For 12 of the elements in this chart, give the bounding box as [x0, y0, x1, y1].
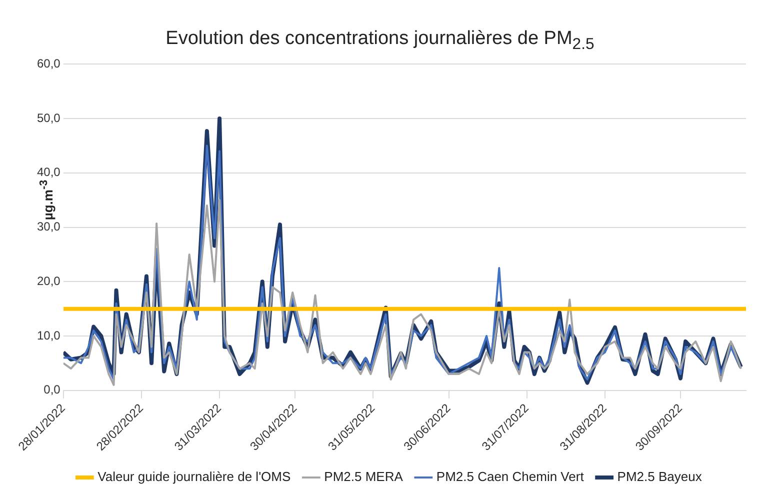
y-tick-label: 20,0 — [36, 274, 61, 288]
legend-label: PM2.5 Bayeux — [617, 469, 702, 484]
y-tick-label: 50,0 — [36, 110, 61, 125]
legend-label: Valeur guide journalière de l'OMS — [98, 469, 291, 484]
y-tick-label: 0,0 — [44, 382, 61, 397]
y-tick-label: 30,0 — [36, 220, 61, 234]
chart-title: Evolution des concentrations journalières de PM$_{2.5}$ — [164, 28, 596, 54]
y-tick-label: 40,0 — [36, 165, 61, 180]
legend-label: PM2.5 MERA — [324, 469, 404, 484]
legend-label: PM2.5 Caen Chemin Vert — [436, 469, 584, 484]
y-tick-label: 60,0 — [36, 56, 61, 71]
y-tick-label: 10,0 — [36, 328, 61, 342]
